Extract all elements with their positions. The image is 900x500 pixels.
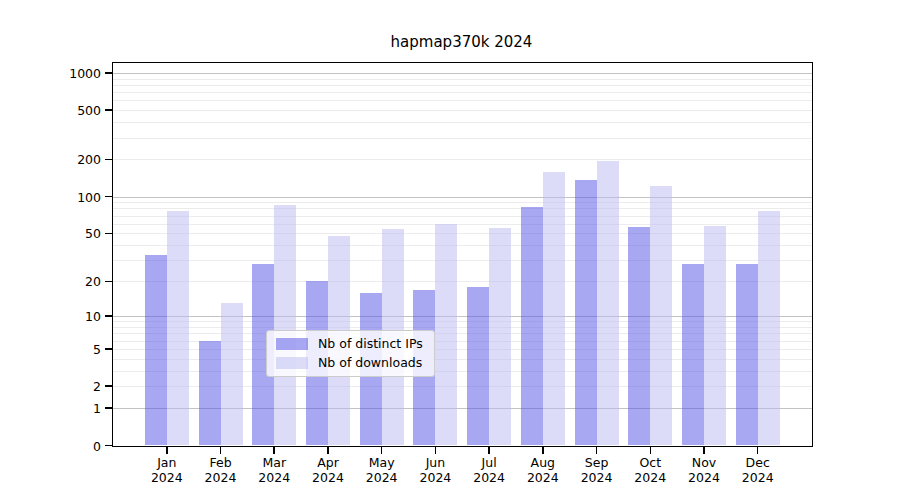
- legend-label: Nb of distinct IPs: [318, 336, 423, 351]
- gridline-minor: [113, 122, 812, 123]
- y-tick-label: 1000: [1, 65, 101, 80]
- legend-entry: Nb of downloads: [276, 355, 423, 370]
- gridline-minor: [113, 100, 812, 101]
- y-axis-tick: [105, 159, 113, 161]
- x-axis-tick: [435, 447, 437, 454]
- y-axis-tick: [105, 445, 113, 447]
- bar-downloads: [758, 211, 780, 445]
- x-axis-tick: [757, 447, 759, 454]
- bar-distinct-ips: [628, 227, 650, 445]
- bar-distinct-ips: [199, 341, 221, 446]
- bar-downloads: [221, 303, 243, 445]
- bar-downloads: [435, 224, 457, 446]
- gridline-minor: [113, 79, 812, 80]
- x-axis-tick: [596, 447, 598, 454]
- x-axis-tick: [488, 447, 490, 454]
- gridline-minor: [113, 208, 812, 209]
- chart-title: hapmap370k 2024: [112, 33, 811, 51]
- y-tick-label: 5: [1, 341, 101, 356]
- plot-area: 01251020501002005001000Jan2024Feb2024Mar…: [112, 62, 813, 447]
- y-axis-tick: [105, 348, 113, 350]
- gridline-minor: [113, 138, 812, 139]
- y-tick-label: 100: [1, 189, 101, 204]
- x-tick-label: Dec2024: [718, 455, 798, 485]
- x-axis-tick: [273, 447, 275, 454]
- y-axis-tick: [105, 196, 113, 198]
- gridline-major: [113, 197, 812, 198]
- gridline-minor: [113, 85, 812, 86]
- x-axis-tick: [542, 447, 544, 454]
- bar-downloads: [597, 161, 619, 446]
- bar-downloads: [543, 172, 565, 445]
- y-tick-label: 20: [1, 274, 101, 289]
- bar-distinct-ips: [145, 255, 167, 445]
- gridline-major: [113, 73, 812, 74]
- y-axis-tick: [105, 315, 113, 317]
- bar-downloads: [274, 205, 296, 445]
- gridline-minor: [113, 202, 812, 203]
- legend: Nb of distinct IPs Nb of downloads: [266, 330, 435, 377]
- x-axis-tick: [650, 447, 652, 454]
- bar-distinct-ips: [682, 264, 704, 446]
- y-axis-tick: [105, 109, 113, 111]
- y-axis-tick: [105, 407, 113, 409]
- x-axis-tick: [220, 447, 222, 454]
- gridline-minor: [113, 216, 812, 217]
- x-axis-tick: [327, 447, 329, 454]
- y-axis-tick: [105, 233, 113, 235]
- legend-swatch: [276, 357, 308, 369]
- legend-swatch: [276, 338, 308, 350]
- bar-distinct-ips: [467, 287, 489, 446]
- bar-distinct-ips: [736, 264, 758, 446]
- legend-entry: Nb of distinct IPs: [276, 336, 423, 351]
- legend-label: Nb of downloads: [318, 355, 422, 370]
- bar-downloads: [704, 226, 726, 445]
- y-tick-label: 200: [1, 152, 101, 167]
- gridline-minor: [113, 224, 812, 225]
- x-axis-tick: [166, 447, 168, 454]
- y-axis-tick: [105, 385, 113, 387]
- y-axis-tick: [105, 72, 113, 74]
- y-tick-label: 10: [1, 309, 101, 324]
- gridline-minor: [113, 110, 812, 111]
- y-axis-tick: [105, 281, 113, 283]
- x-axis-tick: [703, 447, 705, 454]
- y-tick-label: 2: [1, 379, 101, 394]
- bar-chart-figure: hapmap370k 2024 01251020501002005001000J…: [0, 0, 900, 500]
- gridline-minor: [113, 92, 812, 93]
- bar-downloads: [489, 228, 511, 445]
- bar-downloads: [650, 186, 672, 445]
- y-tick-label: 500: [1, 103, 101, 118]
- y-tick-label: 1: [1, 401, 101, 416]
- bar-distinct-ips: [575, 180, 597, 445]
- gridline-minor: [113, 159, 812, 160]
- x-axis-tick: [381, 447, 383, 454]
- bar-downloads: [167, 211, 189, 445]
- y-tick-label: 0: [1, 438, 101, 453]
- bar-distinct-ips: [521, 207, 543, 445]
- y-tick-label: 50: [1, 226, 101, 241]
